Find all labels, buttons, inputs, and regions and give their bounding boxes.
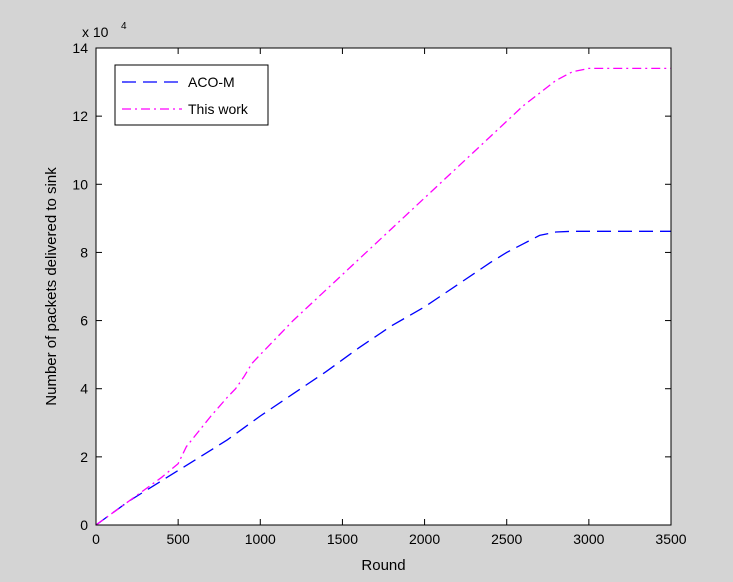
y-tick-label-2: 4 bbox=[80, 381, 88, 397]
y-tick-label-0: 0 bbox=[80, 517, 88, 533]
legend: ACO-M This work bbox=[114, 64, 269, 126]
y-tick-label-5: 10 bbox=[72, 176, 88, 192]
y-tick-label-3: 6 bbox=[80, 313, 88, 329]
x-tick-label-6: 3000 bbox=[573, 531, 604, 547]
y-tick-label-4: 8 bbox=[80, 244, 88, 260]
legend-box bbox=[114, 64, 269, 126]
x-tick-label-0: 0 bbox=[92, 531, 100, 547]
y-tick-label-6: 12 bbox=[72, 108, 88, 124]
x-tick-label-7: 3500 bbox=[655, 531, 686, 547]
legend-label-this-work: This work bbox=[188, 101, 249, 117]
y-exponent-label: x 10 bbox=[82, 24, 109, 40]
y-exponent-superscript: 4 bbox=[121, 21, 127, 32]
y-tick-label-7: 14 bbox=[72, 40, 88, 56]
legend-label-aco-m: ACO-M bbox=[188, 74, 235, 90]
x-tick-label-4: 2000 bbox=[409, 531, 440, 547]
y-axis-label: Number of packets delivered to sink bbox=[43, 167, 60, 406]
plot-area bbox=[96, 48, 671, 525]
x-tick-label-3: 1500 bbox=[327, 531, 358, 547]
x-tick-label-2: 1000 bbox=[245, 531, 276, 547]
series-line-0 bbox=[95, 230, 671, 526]
x-axis-label: Round bbox=[361, 557, 405, 574]
x-tick-label-1: 500 bbox=[166, 531, 190, 547]
y-tick-label-1: 2 bbox=[80, 449, 88, 465]
x-tick-label-5: 2500 bbox=[491, 531, 522, 547]
tick-layer: 0 500 1000 1500 2000 2500 3000 3500 0 2 4 6 8 10 12 14 bbox=[72, 40, 686, 547]
plot-frame bbox=[95, 47, 672, 526]
series-layer bbox=[95, 67, 671, 526]
